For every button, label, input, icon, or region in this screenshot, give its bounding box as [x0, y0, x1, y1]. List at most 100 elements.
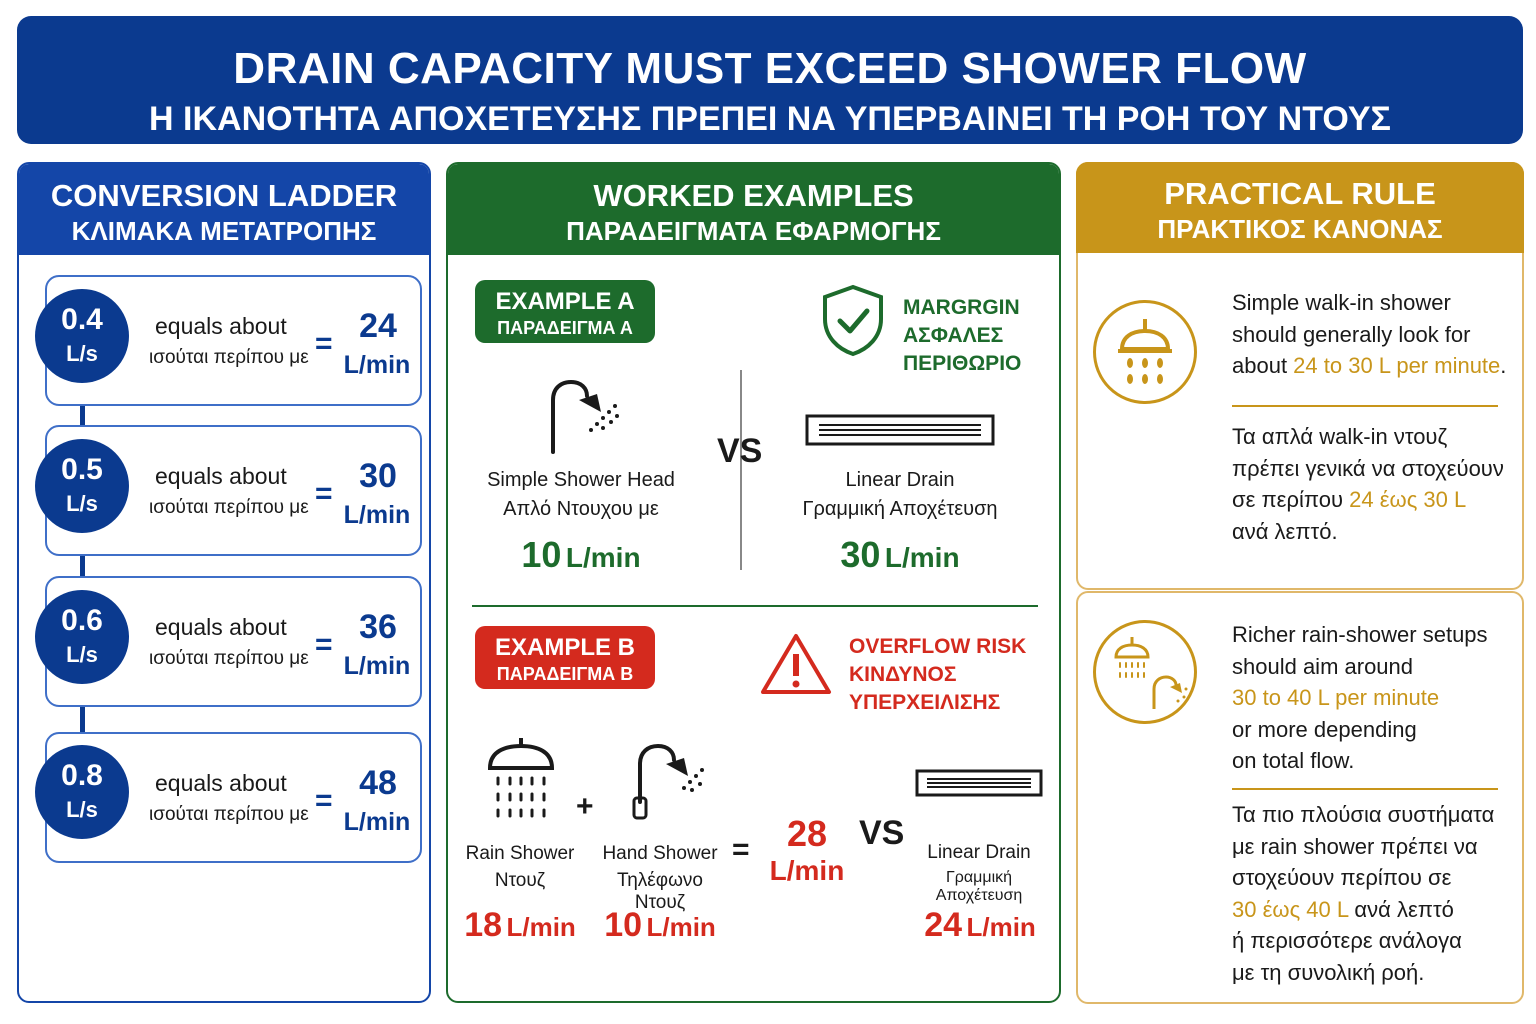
rain-shower-icon-badge	[1093, 620, 1197, 724]
shield-check-icon	[823, 284, 883, 357]
rain-and-hand-shower-icon	[1114, 637, 1188, 709]
rain-shower-label: Rain Shower	[465, 843, 575, 864]
ls-badge: 0.8 L/s	[35, 745, 129, 839]
rule-text-line: με rain shower πρέπει να	[1232, 833, 1478, 859]
rule-simple-english: Simple walk-in shower should generally l…	[1232, 287, 1506, 382]
rule-text: about	[1232, 353, 1294, 378]
practical-rule-header-inner: PRACTICAL RULE ΠΡΑΚΤΙΚΟΣ ΚΑΝΟΝΑΣ	[1076, 162, 1524, 255]
linear-drain-label: Linear Drain	[927, 842, 1031, 863]
rule-highlight: 24 to 30 L per minute	[1293, 353, 1501, 378]
lmin-value: 30	[359, 457, 397, 495]
lmin-value: 24	[359, 307, 397, 345]
lmin-unit: L/min	[343, 501, 411, 529]
title-greek: Η ΙΚΑΝΟΤΗΤΑ ΑΠΟΧΕΤΕΥΣΗΣ ΠΡΕΠΕΙ ΝΑ ΥΠΕΡΒΑ…	[149, 100, 1391, 138]
rule-highlight: 30 έως 40 L	[1232, 896, 1349, 922]
ls-unit: L/s	[66, 491, 98, 516]
linear-drain-label-greek: Γραμμική Αποχέτευση	[802, 498, 998, 520]
examples-divider	[472, 605, 1038, 607]
practical-rule-header: PRACTICAL RULE ΠΡΑΚΤΙΚΟΣ ΚΑΝΟΝΑΣ	[1076, 162, 1524, 255]
safe-margin-line: ΠΕΡΙΘΩΡΙΟ	[903, 352, 1022, 375]
equals-about-label: equals about	[155, 463, 287, 489]
hand-shower-flow-value: 10 L/min	[598, 906, 722, 945]
shower-flow-number: 10	[521, 534, 562, 575]
total-flow-number: 28	[786, 813, 828, 854]
flow-unit: L/min	[769, 855, 845, 886]
practical-rule-card-simple: Simple walk-in shower should generally l…	[1076, 253, 1524, 590]
example-b-tag: EXAMPLE B ΠΑΡΑΔΕΙΓΜΑ Β	[475, 626, 655, 689]
example-a-label-greek: ΠΑΡΑΔΕΙΓΜΑ Α	[497, 318, 633, 338]
rule-text-line: με τη συνολική ροή.	[1232, 959, 1425, 985]
shower-head-icon	[551, 379, 619, 454]
rule-highlight: 30 to 40 L per minute	[1232, 685, 1440, 710]
overflow-risk-line: ΥΠΕΡΧΕΙΛΙΣΗΣ	[849, 691, 1001, 714]
rule-text-line: πρέπει γενικά να στοχεύουν	[1232, 455, 1504, 481]
practical-rule-card-rain: Richer rain-shower setups should aim aro…	[1076, 591, 1524, 1004]
linear-drain-label: Linear Drain	[845, 469, 955, 491]
rule-text-line: about 24 to 30 L per minute.	[1232, 350, 1506, 382]
flow-unit: L/min	[565, 542, 641, 573]
rule-text-line: should generally look for	[1232, 321, 1471, 347]
practical-rule-title-greek: ΠΡΑΚΤΙΚΟΣ ΚΑΝΟΝΑΣ	[1157, 214, 1443, 244]
plus-sign: +	[576, 790, 594, 823]
rule-text: σε περίπου	[1232, 487, 1350, 512]
lmin-value: 48	[359, 764, 397, 802]
rule-text-line: στοχεύουν περίπου σε	[1232, 865, 1452, 890]
rule-text-line: or more depending	[1232, 716, 1417, 742]
rule-text-line: ή περισσότερε ανάλογα	[1232, 928, 1462, 953]
ls-badge: 0.5 L/s	[35, 439, 129, 533]
rain-shower-flow-value: 18 L/min	[460, 906, 580, 945]
safe-margin-status: MARGRGIN ΑΣΦΑΛΕΣ ΠΕΡΙΘΩΡΙΟ	[903, 294, 1021, 378]
rain-shower-icon	[487, 738, 555, 818]
hand-shower-flow-number: 10	[604, 906, 643, 944]
conversion-ladder-title: CONVERSION LADDER	[50, 178, 398, 213]
shower-icon-badge	[1093, 300, 1197, 404]
ls-value: 0.4	[61, 303, 103, 336]
ls-badge: 0.6 L/s	[35, 590, 129, 684]
linear-drain-icon	[915, 769, 1043, 797]
equals-about-label: equals about	[155, 770, 287, 796]
equals-sign: =	[315, 327, 333, 360]
flow-unit: L/min	[884, 542, 960, 573]
overflow-risk-line: ΚΙΝΔΥΝΟΣ	[849, 663, 957, 686]
title-banner: DRAIN CAPACITY MUST EXCEED SHOWER FLOW Η…	[17, 16, 1523, 144]
ladder-rail	[80, 290, 85, 850]
ls-value: 0.8	[61, 759, 103, 792]
equals-about-label-greek: ισούται περίπου με	[149, 497, 309, 518]
rule-divider	[1232, 788, 1498, 790]
ls-badge: 0.4 L/s	[35, 289, 129, 383]
rule-simple-greek: Τα απλά walk-in ντουζ πρέπει γενικά να σ…	[1232, 421, 1504, 547]
rule-text-line: σε περίπου 24 έως 30 L	[1232, 484, 1504, 516]
rain-shower-flow-number: 18	[464, 906, 503, 944]
rule-text-line: Τα πιο πλούσια συστήματα	[1232, 802, 1495, 827]
flow-unit: L/min	[646, 912, 716, 942]
equals-sign: =	[315, 628, 333, 661]
linear-drain-icon	[805, 414, 995, 446]
drain-capacity-value: 24 L/min	[912, 906, 1048, 945]
example-a-divider	[740, 370, 742, 570]
worked-examples-title: WORKED EXAMPLES	[593, 178, 914, 213]
flow-unit: L/min	[966, 912, 1036, 942]
ls-unit: L/s	[66, 797, 98, 822]
rain-shower-label-greek: Ντουζ	[494, 870, 546, 891]
drain-capacity-number: 24	[924, 906, 963, 944]
overflow-risk-line: OVERFLOW RISK	[849, 635, 1027, 658]
rule-text-line: 30 έως 40 L ανά λεπτό	[1232, 894, 1494, 926]
rule-rain-greek: Τα πιο πλούσια συστήματα με rain shower …	[1232, 799, 1494, 988]
equals-about-label-greek: ισούται περίπου με	[149, 804, 309, 825]
rule-text-line: Richer rain-shower setups	[1232, 622, 1488, 647]
ls-value: 0.6	[61, 604, 103, 637]
rule-text-line: Simple walk-in shower	[1232, 290, 1451, 315]
rule-text-line: should aim around	[1232, 653, 1414, 679]
equals-about-label-greek: ισούται περίπου με	[149, 347, 309, 368]
equals-sign: =	[315, 477, 333, 510]
title-english: DRAIN CAPACITY MUST EXCEED SHOWER FLOW	[233, 44, 1307, 93]
vs-label: VS	[859, 814, 905, 852]
ls-unit: L/s	[66, 341, 98, 366]
rule-text-line: Τα απλά walk-in ντουζ	[1232, 424, 1448, 449]
rule-text: .	[1500, 353, 1507, 378]
warning-icon	[761, 634, 831, 694]
conversion-ladder-title-greek: ΚΛΙΜΑΚΑ ΜΕΤΑΤΡΟΠΗΣ	[71, 216, 377, 246]
overflow-risk-status: OVERFLOW RISK ΚΙΝΔΥΝΟΣ ΥΠΕΡΧΕΙΛΙΣΗΣ	[849, 633, 1026, 717]
lmin-unit: L/min	[343, 808, 411, 836]
equals-sign: =	[315, 784, 333, 817]
